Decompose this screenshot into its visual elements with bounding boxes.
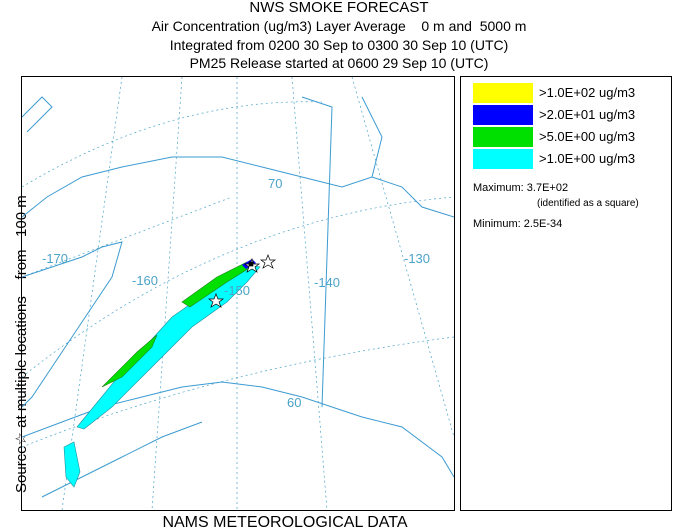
meridian-line: [151, 77, 183, 510]
lon-label-m150: -150: [224, 283, 250, 298]
legend-minimum: Minimum: 2.5E-34: [473, 218, 563, 230]
lon-label-m160: -160: [132, 273, 158, 288]
coast-segment: [361, 96, 383, 178]
map-svg: -170 -160 -150 -140 -130 70 60: [22, 77, 454, 510]
lat-label-70: 70: [268, 176, 282, 191]
level1-contour: [63, 441, 81, 488]
lon-label-m140: -140: [314, 275, 340, 290]
smoke-plume: [63, 259, 261, 488]
subtitle-integration: Integrated from 0200 30 Sep to 0300 30 S…: [169, 37, 509, 53]
legend-label: >1.0E+02 ug/m3: [539, 85, 636, 100]
legend-swatch: [473, 83, 533, 103]
subtitle-concentration: Air Concentration (ug/m3) Layer Average …: [151, 18, 527, 34]
parallel-line: [22, 101, 323, 188]
legend-item: >2.0E+01 ug/m3: [473, 105, 673, 125]
legend-item: >1.0E+02 ug/m3: [473, 83, 673, 103]
legend-label: >5.0E+00 ug/m3: [539, 129, 636, 144]
level1-contour: [76, 264, 261, 430]
level2-contour: [101, 334, 158, 388]
legend-item: >1.0E+00 ug/m3: [473, 149, 673, 169]
coast-segment: [22, 241, 123, 408]
figure-title: NWS SMOKE FORECAST: [249, 0, 429, 16]
legend-panel: >1.0E+02 ug/m3 >2.0E+01 ug/m3 >5.0E+00 u…: [460, 76, 672, 511]
legend-swatch: [473, 105, 533, 125]
legend-item: >5.0E+00 ug/m3: [473, 127, 673, 147]
coast-segment: [41, 421, 203, 498]
lat-label-60: 60: [287, 395, 301, 410]
subtitle-release: PM25 Release started at 0600 29 Sep 10 (…: [189, 55, 489, 71]
coast-segment: [22, 381, 454, 478]
parallel-line: [22, 196, 454, 378]
footer-data-source: NAMS METEOROLOGICAL DATA: [162, 514, 408, 531]
legend-maximum: Maximum: 3.7E+02: [473, 182, 569, 194]
map-panel: -170 -160 -150 -140 -130 70 60: [21, 76, 455, 511]
legend-maximum-note: (identified as a square): [537, 198, 639, 209]
border-line: [301, 96, 333, 408]
legend-label: >1.0E+00 ug/m3: [539, 151, 636, 166]
lon-label-m130: -130: [404, 251, 430, 266]
parallel-line: [22, 336, 454, 448]
legend-label: >2.0E+01 ug/m3: [539, 107, 636, 122]
meridian-line: [351, 77, 454, 438]
coast-segment: [22, 156, 454, 218]
source-markers: [207, 254, 277, 308]
legend-swatch: [473, 149, 533, 169]
maximum-square-marker: [248, 261, 254, 267]
coast-segment: [22, 96, 53, 133]
legend-swatch: [473, 127, 533, 147]
lon-label-m170: -170: [42, 251, 68, 266]
graticule: [22, 77, 454, 510]
source-star-icon: [259, 254, 277, 269]
source-star-icon: [207, 293, 225, 308]
meridian-line: [291, 77, 328, 510]
